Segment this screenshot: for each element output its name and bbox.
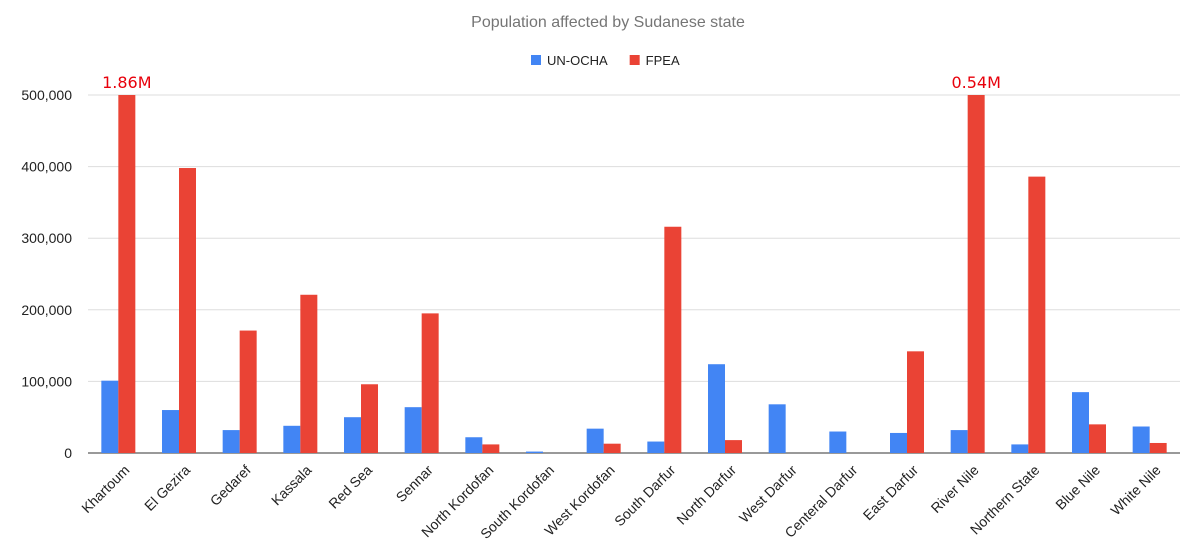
bar-fpea-kassala [300, 294, 318, 453]
bar-fpea-east-darfur [907, 351, 924, 453]
bar-un-ocha-west-kordofan [586, 428, 604, 453]
x-tick-label: South Darfur [611, 462, 679, 530]
bar-un-ocha-red-sea [344, 417, 361, 453]
x-tick-label: Khartoum [78, 462, 132, 516]
bar-fpea-el-gezira [179, 168, 196, 454]
legend-label-fpea: FPEA [646, 53, 680, 68]
annotations: 1.86M 0.54M [102, 73, 1001, 92]
x-tick-label: White Nile [1107, 462, 1164, 519]
bar-un-ocha-south-kordofan [526, 451, 543, 453]
x-tick-label: East Darfur [860, 462, 922, 524]
x-tick-label: Sennar [393, 462, 436, 505]
bar-un-ocha-northern-state [1011, 444, 1029, 453]
legend-swatch-un-ocha [531, 55, 541, 65]
bar-fpea-white-nile [1149, 442, 1167, 453]
bars [101, 95, 1167, 454]
bar-fpea-northern-state [1028, 176, 1046, 453]
gridlines [88, 94, 1180, 454]
bar-fpea-blue-nile [1089, 424, 1106, 453]
y-tick-label: 300,000 [21, 230, 72, 246]
x-tick-label: Blue Nile [1052, 462, 1103, 513]
annotation-river-nile: 0.54M [951, 73, 1000, 92]
bar-un-ocha-river-nile [950, 430, 968, 453]
bar-un-ocha-centeral-darfur [829, 431, 847, 453]
legend: UN-OCHA FPEA [531, 53, 680, 68]
bar-un-ocha-north-darfur [708, 364, 725, 453]
x-tick-label: Red Sea [325, 462, 375, 512]
bar-un-ocha-gedaref [222, 430, 240, 453]
x-tick-label: Gedaref [207, 462, 254, 509]
x-axis-ticks: Khartoum El Gezira Gedaref Kassala Red Sea Se… [78, 462, 1164, 542]
y-tick-label: 200,000 [21, 302, 72, 318]
y-tick-label: 0 [64, 445, 72, 461]
chart-title: Population affected by Sudanese state [471, 14, 745, 31]
bar-fpea-west-kordofan [603, 443, 621, 453]
x-tick-label: River Nile [928, 462, 982, 516]
bar-fpea-sennar [421, 313, 439, 453]
bar-un-ocha-sennar [404, 407, 422, 453]
bar-fpea-south-darfur [664, 226, 682, 453]
bar-fpea-gedaref [239, 330, 257, 453]
bar-un-ocha-north-kordofan [465, 437, 483, 453]
y-tick-label: 500,000 [21, 87, 72, 103]
annotation-khartoum: 1.86M [102, 73, 151, 92]
y-tick-label: 400,000 [21, 159, 72, 175]
x-tick-label: El Gezira [141, 462, 193, 514]
bar-fpea-north-darfur [725, 440, 742, 453]
bar-fpea-red-sea [361, 384, 378, 453]
bar-un-ocha-white-nile [1132, 426, 1150, 453]
bar-fpea-river-nile [967, 95, 985, 453]
bar-un-ocha-blue-nile [1072, 392, 1089, 453]
legend-label-un-ocha: UN-OCHA [547, 53, 608, 68]
bar-un-ocha-khartoum [101, 380, 119, 453]
bar-un-ocha-south-darfur [647, 441, 665, 453]
x-tick-label: Kassala [268, 462, 315, 509]
y-tick-label: 100,000 [21, 373, 72, 389]
bar-un-ocha-west-darfur [768, 404, 786, 453]
x-tick-label: West Darfur [736, 462, 800, 526]
bar-fpea-khartoum [118, 95, 136, 453]
y-axis-ticks: 0 100,000 200,000 300,000 400,000 500,000 [21, 87, 72, 461]
bar-un-ocha-el-gezira [162, 410, 179, 453]
legend-swatch-fpea [629, 55, 640, 65]
bar-un-ocha-kassala [283, 425, 301, 453]
bar-un-ocha-east-darfur [890, 432, 907, 453]
bar-fpea-north-kordofan [482, 444, 500, 453]
x-tick-label: North Darfur [673, 462, 739, 528]
